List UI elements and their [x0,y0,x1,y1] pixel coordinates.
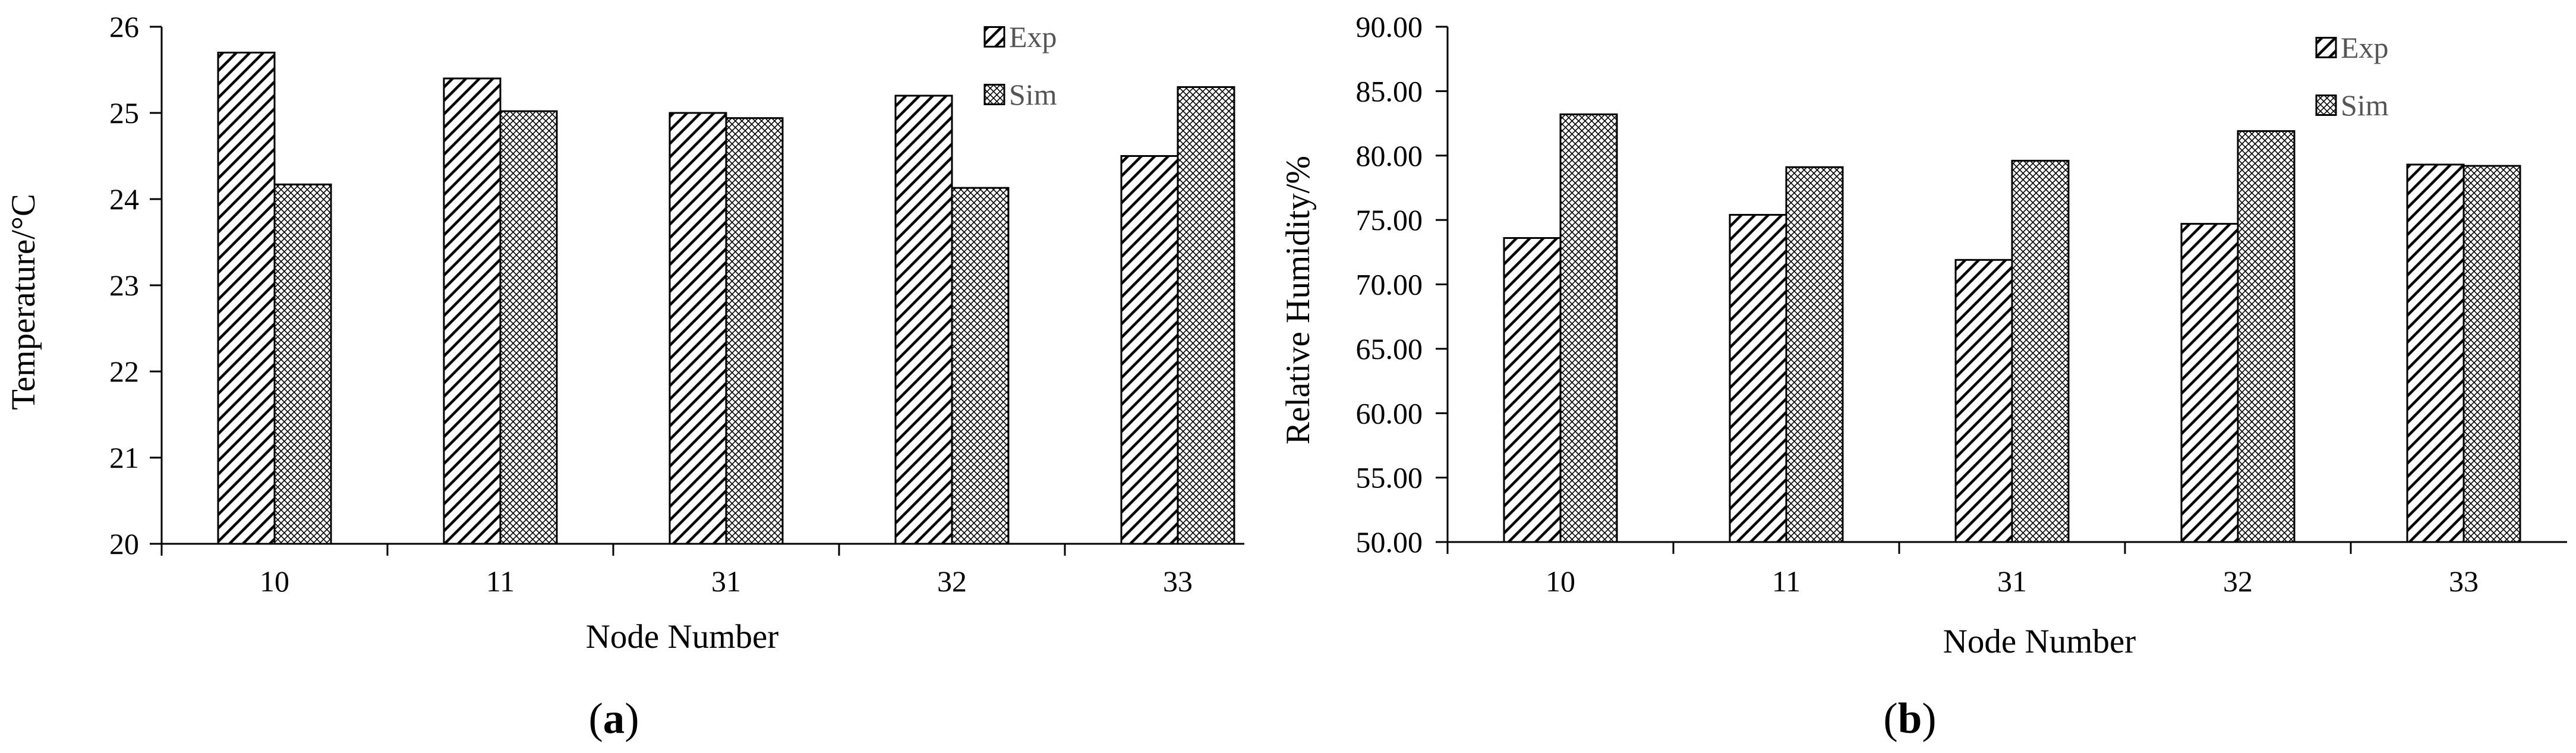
x-tick-label: 11 [1772,565,1801,598]
bar-exp-31 [1954,259,2013,543]
y-tick-label: 80.00 [1356,139,1423,172]
y-tick-label: 21 [109,441,139,474]
legend-swatch-crosshatch-pattern [2315,94,2337,116]
bar-sim-10 [1559,113,1618,543]
panel-letter: a [603,694,625,742]
x-axis-title: Node Number [1943,623,2136,660]
legend-swatch-hatch-pattern [983,26,1005,48]
bar-sim-31 [725,117,784,545]
y-tick-label: 85.00 [1356,74,1423,108]
y-tick-label: 26 [109,10,139,43]
bar-exp-33 [2406,163,2465,543]
y-tick-label: 25 [109,96,139,130]
temperature-chart: Temperature/°C Node Number (a) 20 21 22 23 2… [5,10,1244,742]
bar-sim-11 [1785,166,1844,543]
y-tick-label: 23 [109,269,139,302]
bar-exp-11 [443,77,502,545]
y-tick-label: 75.00 [1356,203,1423,237]
y-axis-title: Relative Humidity/% [1279,156,1317,445]
y-tick-label: 55.00 [1356,461,1423,494]
x-tick-label: 33 [1163,565,1193,598]
bar-sim-32 [2237,130,2296,543]
x-tick-label: 33 [2449,565,2479,598]
svg-text:(b): (b) [1883,694,1936,742]
bar-sim-10 [273,183,332,545]
bar-exp-31 [669,112,727,545]
bar-exp-33 [1120,155,1179,545]
y-tick-label: 65.00 [1356,332,1423,366]
x-axis-title: Node Number [586,618,779,656]
bar-exp-32 [2180,223,2239,543]
y-tick-label: 90.00 [1356,10,1423,43]
bar-sim-11 [499,110,558,545]
x-tick-label: 10 [1546,565,1575,598]
y-tick-label: 20 [109,527,139,560]
legend-swatch-crosshatch-pattern [983,84,1005,105]
y-tick-label: 70.00 [1356,268,1423,301]
bar-sim-33 [1177,86,1235,545]
bar-sim-31 [2011,159,2070,543]
legend: Exp Sim [2315,31,2389,122]
bar-sim-33 [2463,165,2521,543]
panel-label: (a) [588,694,639,742]
legend-swatch-hatch-pattern [2315,37,2337,58]
legend-label: Exp [1009,20,1057,53]
x-tick-label: 10 [260,565,289,598]
x-tick-label: 31 [711,565,741,598]
legend-label: Sim [1009,78,1057,111]
x-tick-label: 32 [937,565,967,598]
legend-label: Sim [2341,89,2389,122]
y-tick-label: 50.00 [1356,525,1423,559]
y-tick-label: 24 [109,182,139,216]
y-axis-title: Temperature/°C [5,194,42,410]
x-tick-label: 11 [486,565,515,598]
bar-exp-32 [894,94,953,545]
svg-text:(a): (a) [588,694,639,742]
y-tick-label: 22 [109,355,139,388]
bar-exp-10 [1503,237,1562,543]
legend-label: Exp [2341,31,2389,64]
x-tick-label: 32 [2223,565,2253,598]
humidity-chart: Relative Humidity/% Node Number (b) 50.0… [1279,10,2567,742]
legend: Exp Sim [983,20,1057,111]
bar-exp-10 [217,52,276,545]
bar-exp-11 [1729,213,1787,543]
panel-letter: b [1898,694,1922,742]
y-tick-label: 60.00 [1356,396,1423,430]
bar-sim-32 [951,187,1010,545]
panel-label: (b) [1883,694,1936,742]
x-tick-label: 31 [1997,565,2027,598]
